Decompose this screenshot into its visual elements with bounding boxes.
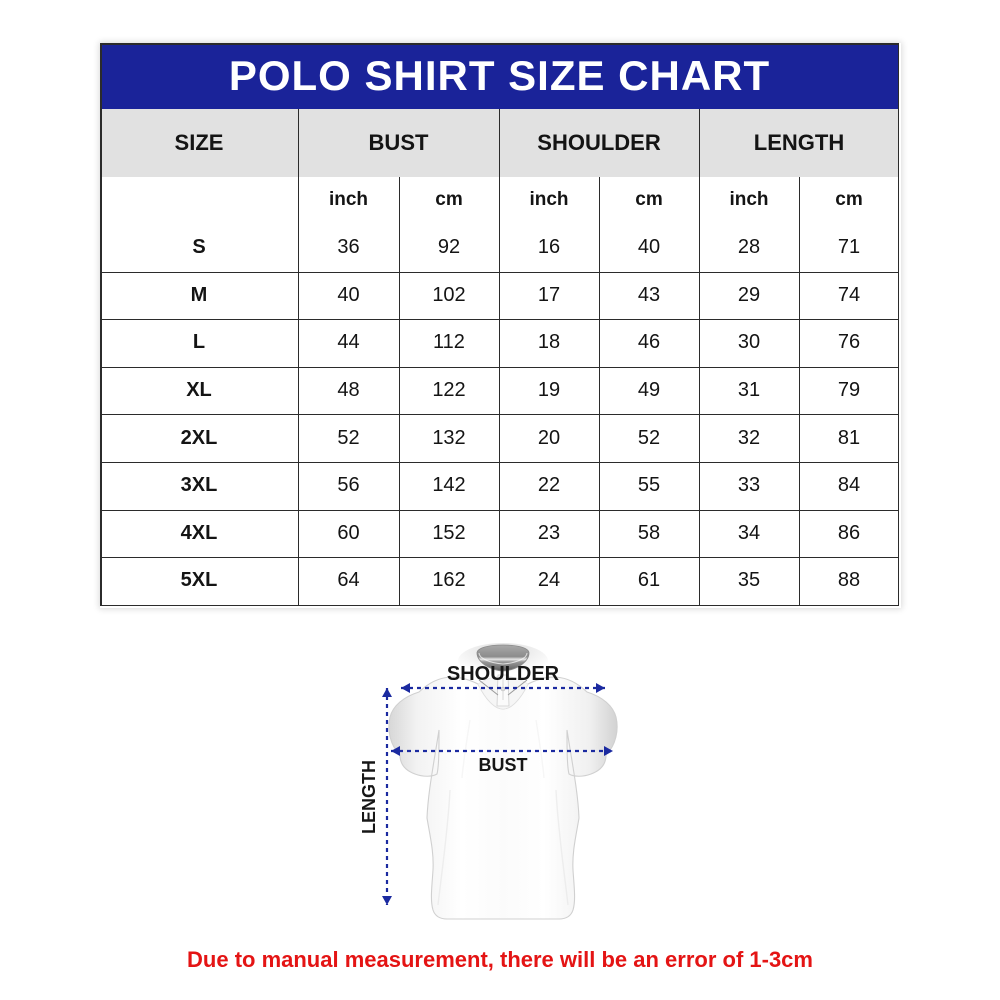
svg-text:SHOULDER: SHOULDER [447, 663, 560, 685]
svg-text:BUST: BUST [479, 755, 528, 775]
svg-text:LENGTH: LENGTH [359, 760, 379, 834]
